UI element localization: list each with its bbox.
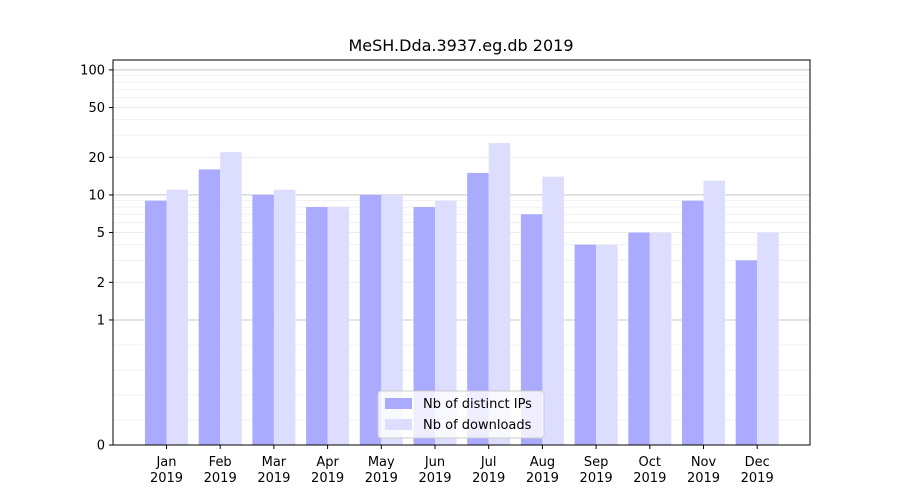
bar-distinct-ips — [467, 172, 489, 445]
bar-downloads — [381, 194, 403, 445]
bar-distinct-ips — [574, 244, 597, 445]
bar-downloads — [166, 189, 188, 445]
x-tick-label-year: 2019 — [633, 471, 666, 486]
x-tick-label-year: 2019 — [257, 471, 290, 486]
legend-swatch — [385, 419, 412, 430]
y-axis-ticks: 0 1 2 5 10 20 50 100 — [80, 63, 113, 454]
x-tick-label-year: 2019 — [472, 471, 505, 486]
y-tick-label: 1 — [97, 313, 105, 328]
y-tick-label: 20 — [88, 151, 105, 166]
y-tick-label: 100 — [80, 63, 105, 78]
bar-downloads — [327, 207, 350, 445]
legend-box — [377, 390, 545, 439]
x-tick-label-month: Oct — [639, 455, 661, 470]
bar-downloads — [703, 180, 725, 445]
y-tick-label: 10 — [88, 188, 105, 203]
legend: Nb of distinct IPs Nb of downloads — [377, 390, 545, 439]
x-tick-label-year: 2019 — [580, 471, 613, 486]
bar-distinct-ips — [252, 194, 274, 445]
bar-downloads — [757, 232, 779, 445]
x-tick-label-year: 2019 — [365, 471, 398, 486]
x-tick-label-year: 2019 — [741, 471, 774, 486]
x-tick-label-month: Apr — [316, 455, 339, 470]
x-tick-label-year: 2019 — [204, 471, 237, 486]
x-tick-label-year: 2019 — [526, 471, 559, 486]
bar-downloads — [435, 200, 457, 445]
bar-downloads — [488, 143, 511, 445]
x-axis-ticks: Jan2019Feb2019Mar2019Apr2019May2019Jun20… — [150, 445, 774, 486]
x-tick-label-month: May — [368, 455, 395, 470]
bar-distinct-ips — [306, 207, 328, 445]
bar-downloads — [596, 244, 618, 445]
bar-distinct-ips — [520, 214, 543, 445]
bar-distinct-ips — [682, 200, 704, 445]
bar-distinct-ips — [359, 194, 382, 445]
plot-frame — [112, 59, 811, 446]
bar-distinct-ips — [198, 169, 221, 445]
y-tick-label: 2 — [97, 276, 105, 291]
bars — [145, 143, 779, 445]
bar-downloads — [273, 189, 296, 445]
bar-downloads — [220, 152, 242, 445]
legend-label: Nb of downloads — [423, 418, 532, 433]
x-tick-label-month: Sep — [584, 455, 609, 470]
bar-distinct-ips — [735, 260, 758, 445]
x-tick-label-month: Mar — [262, 455, 287, 470]
x-tick-label-month: Dec — [745, 455, 770, 470]
x-tick-label-month: Jan — [155, 455, 176, 470]
x-tick-label-year: 2019 — [311, 471, 344, 486]
bar-distinct-ips — [413, 207, 435, 445]
x-tick-label-month: Feb — [209, 455, 232, 470]
y-tick-label: 50 — [88, 101, 105, 116]
x-tick-label-year: 2019 — [687, 471, 720, 486]
chart-title: MeSH.Dda.3937.eg.db 2019 — [348, 36, 573, 55]
legend-label: Nb of distinct IPs — [423, 397, 532, 412]
bar-distinct-ips — [628, 232, 650, 445]
x-tick-label-month: Jun — [424, 455, 445, 470]
y-tick-label: 0 — [97, 439, 105, 454]
x-tick-label-month: Jul — [480, 455, 497, 470]
bar-downloads — [542, 176, 564, 445]
legend-swatch — [385, 398, 412, 409]
y-tick-label: 5 — [97, 226, 105, 241]
x-tick-label-year: 2019 — [150, 471, 183, 486]
x-tick-label-month: Nov — [691, 455, 717, 470]
bar-downloads — [649, 232, 672, 445]
bar-distinct-ips — [145, 200, 167, 445]
x-tick-label-month: Aug — [530, 455, 555, 470]
x-tick-label-year: 2019 — [418, 471, 451, 486]
